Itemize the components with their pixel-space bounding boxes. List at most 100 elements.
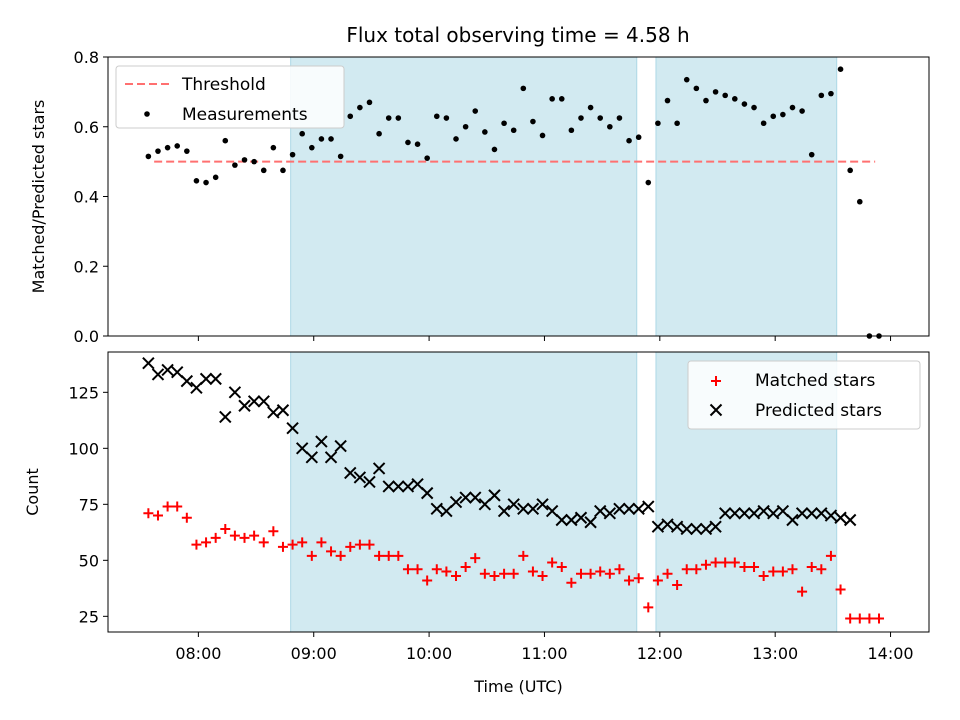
predicted-star-point [690, 522, 703, 536]
predicted-star-point [603, 507, 617, 520]
measurement-point [558, 96, 565, 102]
measurement-point [443, 115, 450, 121]
count-panel: 25 50 75 100 125 08:00 09:00 10:00 11:00 12:00 13… [23, 351, 930, 696]
matched-star-point [210, 532, 221, 543]
predicted-star-point [209, 372, 222, 386]
matched-star-point [556, 562, 567, 573]
predicted-star-point [151, 368, 165, 381]
matched-star-point [451, 571, 462, 581]
matched-star-point [816, 564, 827, 575]
matched-star-point [854, 613, 865, 624]
measurement-point [260, 167, 267, 174]
matched-star-point [201, 537, 212, 548]
ratio-y-tick-label: 0.6 [74, 118, 99, 137]
matched-star-point [364, 539, 375, 550]
measurement-point [847, 167, 853, 174]
matched-star-point [835, 584, 846, 595]
measurement-point [482, 129, 488, 135]
measurement-point [732, 96, 738, 102]
predicted-star-point [565, 513, 578, 527]
legend-threshold-label: Threshold [181, 75, 266, 95]
matched-star-point [393, 550, 404, 561]
predicted-star-point [449, 495, 463, 509]
measurement-point [491, 146, 498, 153]
predicted-star-point [171, 365, 184, 379]
predicted-star-point [824, 509, 838, 522]
matched-star-point [518, 550, 529, 561]
ratio-panel: 0.00.20.40.60.8 Matched/Predicted stars … [29, 48, 930, 346]
predicted-star-point [142, 356, 155, 370]
legend-measurement-swatch [144, 111, 150, 117]
matched-star-point [700, 559, 711, 570]
predicted-star-point [526, 502, 540, 516]
matched-star-point [575, 568, 586, 579]
measurement-point [510, 127, 517, 134]
measurement-point [453, 136, 459, 142]
legend-predicted-swatch [709, 403, 723, 417]
measurement-point [366, 99, 373, 106]
ratio-y-tick-label: 0.0 [74, 327, 99, 346]
measurement-point [856, 198, 863, 205]
legend-matched-swatch [711, 376, 721, 386]
predicted-star-point [295, 442, 309, 455]
matched-star-point [297, 537, 308, 548]
measurement-point [357, 104, 363, 111]
measurement-point [616, 115, 623, 121]
predicted-star-point [632, 502, 645, 516]
matched-star-point [614, 564, 625, 575]
count-y-tick-label: 50 [79, 551, 99, 570]
measurement-point [174, 143, 181, 149]
predicted-star-point [555, 513, 568, 527]
count-legend: Matched stars Predicted stars [687, 360, 921, 430]
count-y-tick-label: 25 [79, 607, 99, 626]
matched-star-point [412, 564, 423, 575]
x-tick-label: 09:00 [291, 644, 337, 663]
measurement-point [799, 108, 805, 114]
measurement-point [414, 141, 421, 147]
measurement-point [568, 127, 575, 134]
measurement-point [683, 76, 690, 83]
count-axes-frame [107, 351, 930, 633]
matched-star-point [566, 577, 577, 588]
matched-star-point [152, 510, 163, 521]
measurement-point [232, 162, 238, 168]
measurement-point [837, 66, 844, 73]
predicted-star-point [536, 498, 549, 511]
matched-star-point [672, 579, 683, 590]
ratio-y-tick-label: 0.2 [74, 257, 99, 276]
measurement-point [780, 111, 786, 118]
predicted-star-point [469, 491, 482, 504]
measurement-point [318, 136, 325, 142]
measurement-point [539, 132, 546, 139]
measurement-point [751, 104, 757, 111]
predicted-star-point [834, 511, 847, 524]
measurement-point [241, 157, 248, 163]
matched-star-point [220, 523, 231, 534]
predicted-star-point [776, 504, 790, 518]
predicted-star-point [815, 507, 828, 520]
predicted-star-point [728, 507, 742, 520]
matched-star-point [470, 553, 481, 564]
predicted-star-point [670, 520, 684, 533]
measurement-point [530, 118, 536, 125]
predicted-star-point [392, 480, 405, 493]
measurement-point [818, 92, 825, 99]
predicted-star-point [199, 372, 213, 386]
measurement-point [693, 85, 700, 92]
matched-star-point [345, 541, 356, 552]
measurement-point [635, 134, 642, 141]
predicted-star-point [372, 462, 386, 475]
predicted-star-point [257, 395, 270, 408]
measurement-point [712, 89, 719, 95]
measurement-point [741, 101, 748, 107]
matched-star-point [547, 557, 558, 568]
predicted-star-point [430, 502, 443, 516]
measurement-point [337, 153, 344, 160]
predicted-star-point [267, 406, 280, 419]
predicted-star-point [642, 500, 655, 513]
measurement-point [655, 120, 661, 127]
predicted-star-point [344, 466, 357, 480]
predicted-star-point [767, 507, 780, 520]
matched-star-point [710, 557, 721, 568]
matched-star-point [797, 586, 808, 597]
